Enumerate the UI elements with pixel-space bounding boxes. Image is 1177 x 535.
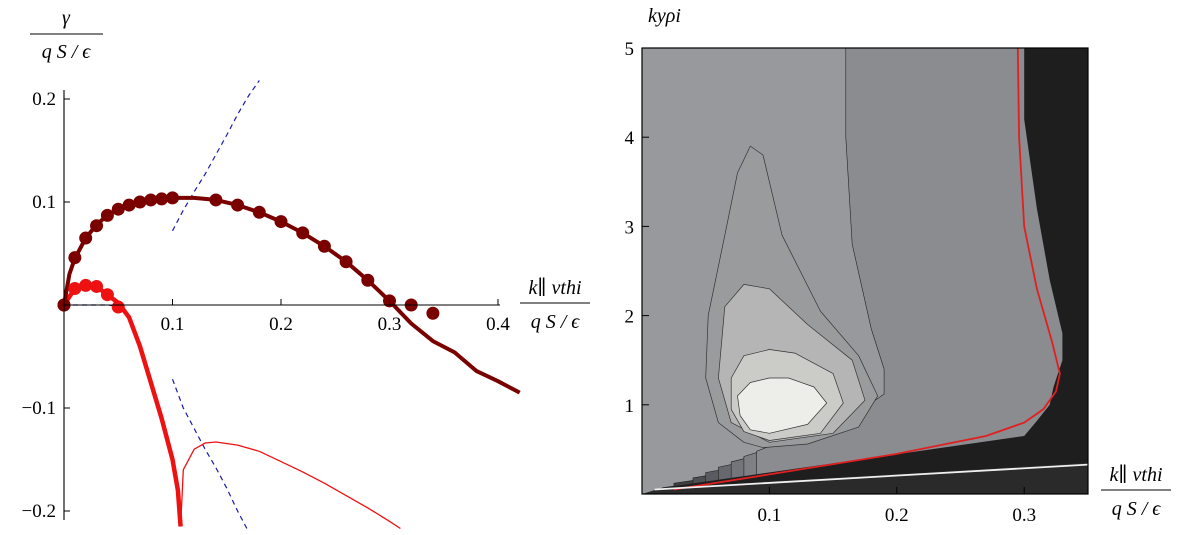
left-x-tick-label: 0.4	[486, 314, 510, 335]
contour-island	[737, 377, 828, 434]
right-x-tick-label: 0.3	[1012, 505, 1036, 526]
left-y-tick-label: −0.1	[22, 398, 56, 419]
left-axes: 0.1 0.2 0.3 0.4 −0.2 −0.1 0.1 0.2	[22, 89, 511, 522]
dark-data-point	[317, 239, 331, 253]
dark-data-point	[90, 219, 104, 233]
left-y-tick-label: 0.1	[32, 192, 56, 213]
left-plot-area	[57, 80, 521, 532]
dark-data-point	[296, 226, 310, 240]
red-data-point	[68, 282, 82, 296]
dark-data-point	[361, 273, 375, 287]
red-data-point	[90, 279, 104, 293]
dark-data-point	[100, 208, 114, 222]
left-chart: 0.1 0.2 0.3 0.4 −0.2 −0.1 0.1 0.2 γ q S / ϵ k∥ …	[22, 7, 590, 532]
white-reference-line	[654, 463, 1088, 491]
dark-data-point	[155, 192, 169, 206]
dark-data-point	[339, 255, 353, 269]
left-y-tick-label: −0.2	[22, 501, 56, 522]
dashed-asymptote-line	[171, 378, 250, 532]
dark-data-point	[144, 193, 158, 207]
right-frame	[641, 47, 1089, 495]
dark-data-point	[166, 191, 179, 205]
dark-data-point	[426, 306, 440, 320]
right-x-tick-label: 0.2	[885, 505, 909, 526]
dark-data-point	[68, 251, 82, 265]
stable-region	[662, 48, 1088, 494]
left-y-tick-label: 0.2	[32, 89, 56, 110]
dark-growth-rate-line	[62, 195, 521, 395]
left-xlabel-numerator: k∥ vthi	[528, 277, 581, 299]
dark-data-point	[122, 198, 136, 212]
thin-red-branch-line	[179, 441, 401, 530]
right-x-axis-label: k∥ vthi q S / ϵ	[1101, 464, 1171, 520]
marginal-stability-curve	[673, 48, 1061, 491]
left-y-axis-label: γ q S / ϵ	[30, 7, 103, 63]
right-y-tick-label: 5	[625, 39, 635, 60]
right-ylabel: kyρi	[648, 5, 681, 27]
dark-data-point	[231, 198, 245, 212]
left-x-tick-label: 0.1	[161, 314, 185, 335]
left-x-tick-label: 0.2	[269, 314, 293, 335]
dark-data-point	[111, 202, 125, 216]
left-ylabel-denominator: q S / ϵ	[42, 41, 92, 63]
right-y-tick-label: 2	[625, 307, 635, 328]
dark-data-point	[209, 193, 223, 207]
right-chart: 0.1 0.2 0.3 1 2 3 4 5 kyρi k∥ vthi q S / ϵ	[625, 5, 1171, 526]
dark-data-point	[133, 195, 147, 209]
red-data-point	[100, 288, 114, 302]
left-x-tick-label: 0.3	[378, 314, 402, 335]
right-y-tick-label: 1	[625, 396, 635, 417]
red-data-point	[79, 278, 93, 292]
left-x-axis-label: k∥ vthi q S / ϵ	[520, 277, 590, 333]
right-x-tick-label: 0.1	[758, 505, 782, 526]
dark-data-point	[274, 215, 288, 229]
right-y-tick-label: 3	[625, 217, 635, 238]
right-xlabel-numerator: k∥ vthi	[1109, 464, 1162, 486]
left-xlabel-denominator: q S / ϵ	[531, 311, 581, 333]
right-xlabel-denominator: q S / ϵ	[1112, 498, 1162, 520]
red-data-point	[111, 300, 125, 314]
right-y-tick-label: 4	[625, 128, 635, 149]
left-ylabel-numerator: γ	[62, 7, 71, 29]
right-axes: 0.1 0.2 0.3 1 2 3 4 5	[625, 39, 1037, 526]
right-plot-area	[642, 48, 1088, 494]
dark-data-point	[252, 205, 266, 219]
dashed-asymptote-line	[171, 80, 260, 232]
dark-data-point	[79, 231, 93, 245]
